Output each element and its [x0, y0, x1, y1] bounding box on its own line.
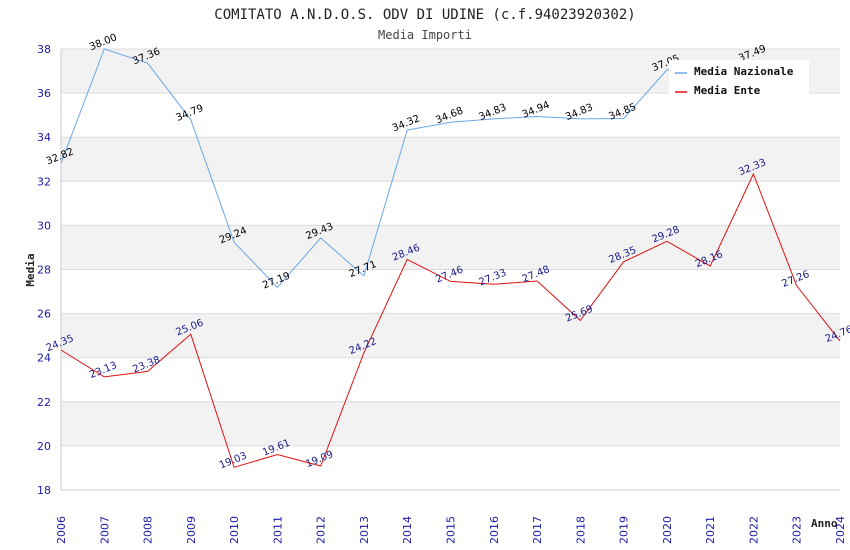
data-label: 19.09 — [304, 449, 335, 470]
x-tick-label: 2023 — [791, 516, 804, 544]
x-tick-label: 2022 — [747, 516, 760, 544]
y-tick-label: 22 — [37, 396, 51, 409]
x-tick-label: 2018 — [574, 516, 587, 544]
data-label: 34.79 — [175, 103, 206, 124]
band — [61, 401, 840, 446]
chart-subtitle: Media Importi — [378, 28, 472, 42]
plot-background-bands — [61, 49, 840, 446]
x-tick-label: 2017 — [531, 516, 544, 544]
legend: Media Nazionale Media Ente — [669, 60, 809, 97]
band — [61, 225, 840, 270]
data-label: 27.19 — [261, 271, 292, 292]
x-tick-label: 2010 — [228, 516, 241, 544]
grid-lines — [61, 48, 840, 491]
legend-label-media-nazionale: Media Nazionale — [694, 65, 794, 78]
data-label: 34.83 — [478, 102, 509, 123]
x-axis-ticks: 2006 2007 2008 2009 2010 2011 2012 2013 2014 2015… — [55, 516, 847, 544]
x-tick-label: 2021 — [704, 516, 717, 544]
data-label: 34.32 — [391, 113, 422, 134]
x-tick-label: 2020 — [661, 516, 674, 544]
y-tick-label: 20 — [37, 440, 51, 453]
x-tick-label: 2019 — [618, 516, 631, 544]
band — [61, 137, 840, 182]
data-label: 34.83 — [564, 102, 595, 123]
y-tick-label: 24 — [37, 352, 51, 365]
data-label: 23.13 — [88, 360, 119, 381]
data-label: 34.68 — [434, 105, 465, 126]
x-tick-label: 2016 — [488, 516, 501, 544]
y-tick-label: 18 — [37, 484, 51, 497]
data-label: 19.03 — [218, 451, 249, 472]
x-tick-label: 2014 — [401, 516, 414, 544]
data-label: 27.26 — [780, 269, 811, 290]
x-tick-label: 2006 — [55, 516, 68, 544]
series-line-media-ente — [60, 172, 841, 468]
x-tick-label: 2024 — [834, 516, 847, 544]
x-tick-label: 2007 — [98, 516, 111, 544]
series-lines — [60, 48, 841, 468]
y-tick-label: 36 — [37, 87, 51, 100]
y-axis-ticks: 18 20 22 24 26 28 30 32 34 36 38 — [37, 43, 51, 497]
data-label: 27.33 — [478, 267, 509, 288]
series-line-media-nazionale — [60, 48, 754, 289]
x-axis-label: Anno — [811, 517, 838, 530]
legend-box — [669, 60, 809, 96]
x-tick-label: 2011 — [271, 516, 284, 544]
x-tick-label: 2012 — [315, 516, 328, 544]
x-tick-label: 2008 — [142, 516, 155, 544]
y-tick-label: 28 — [37, 264, 51, 277]
x-tick-label: 2015 — [445, 516, 458, 544]
data-label: 34.85 — [607, 102, 638, 123]
y-tick-label: 32 — [37, 175, 51, 188]
x-tick-label: 2013 — [358, 516, 371, 544]
y-axis-label: Media — [24, 253, 37, 286]
y-tick-label: 30 — [37, 219, 51, 232]
legend-label-media-ente: Media Ente — [694, 84, 761, 97]
x-tick-label: 2009 — [185, 516, 198, 544]
y-tick-label: 34 — [37, 131, 51, 144]
y-tick-label: 26 — [37, 308, 51, 321]
chart-title: COMITATO A.N.D.O.S. ODV DI UDINE (c.f.94… — [214, 7, 635, 23]
y-tick-label: 38 — [37, 43, 51, 56]
